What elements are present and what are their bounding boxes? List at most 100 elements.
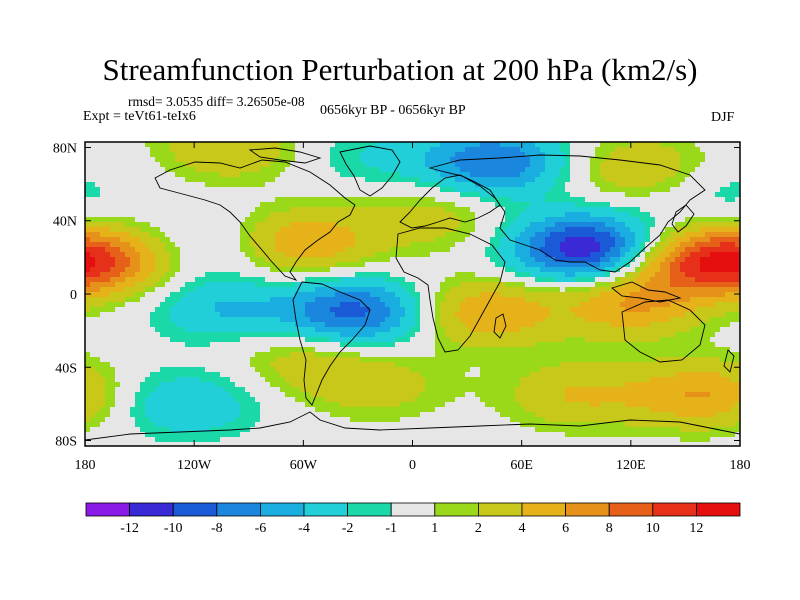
field-cell bbox=[165, 287, 171, 293]
field-cell bbox=[710, 212, 716, 218]
field-cell bbox=[485, 202, 491, 208]
field-cell bbox=[455, 202, 461, 208]
field-cell bbox=[610, 272, 616, 278]
field-cell bbox=[225, 142, 231, 148]
field-cell bbox=[470, 297, 476, 303]
field-cell bbox=[465, 287, 471, 293]
field-cell bbox=[280, 312, 286, 318]
field-cell bbox=[400, 257, 406, 263]
field-cell bbox=[710, 187, 716, 193]
field-cell bbox=[610, 267, 616, 273]
field-cell bbox=[485, 192, 491, 198]
field-cell bbox=[225, 172, 231, 178]
field-cell bbox=[120, 222, 126, 228]
field-cell bbox=[730, 202, 736, 208]
field-cell bbox=[730, 237, 736, 243]
field-cell bbox=[365, 172, 371, 178]
field-cell bbox=[600, 167, 606, 173]
field-cell bbox=[620, 257, 626, 263]
field-cell bbox=[355, 267, 361, 273]
field-cell bbox=[465, 217, 471, 223]
field-cell bbox=[715, 167, 721, 173]
field-cell bbox=[545, 307, 551, 313]
field-cell bbox=[515, 192, 521, 198]
field-cell bbox=[450, 237, 456, 243]
field-cell bbox=[545, 272, 551, 278]
field-cell bbox=[500, 247, 506, 253]
field-cell bbox=[410, 237, 416, 243]
field-cell bbox=[705, 202, 711, 208]
field-cell bbox=[230, 247, 236, 253]
field-cell bbox=[200, 142, 206, 148]
field-cell bbox=[205, 177, 211, 183]
field-cell bbox=[555, 237, 561, 243]
field-cell bbox=[220, 162, 226, 168]
field-cell bbox=[635, 167, 641, 173]
field-cell bbox=[135, 202, 141, 208]
field-cell bbox=[300, 282, 306, 288]
field-cell bbox=[260, 287, 266, 293]
field-cell bbox=[250, 242, 256, 248]
field-cell bbox=[645, 217, 651, 223]
field-cell bbox=[205, 212, 211, 218]
field-cell bbox=[315, 267, 321, 273]
field-cell bbox=[100, 147, 106, 153]
field-cell bbox=[535, 247, 541, 253]
field-cell bbox=[360, 182, 366, 188]
field-cell bbox=[200, 222, 206, 228]
field-cell bbox=[340, 237, 346, 243]
field-cell bbox=[225, 227, 231, 233]
field-cell bbox=[325, 157, 331, 163]
field-cell bbox=[190, 172, 196, 178]
field-cell bbox=[180, 157, 186, 163]
field-cell bbox=[505, 307, 511, 313]
field-cell bbox=[90, 167, 96, 173]
field-cell bbox=[235, 227, 241, 233]
field-cell bbox=[175, 317, 181, 323]
field-cell bbox=[310, 182, 316, 188]
field-cell bbox=[340, 207, 346, 213]
field-cell bbox=[525, 167, 531, 173]
field-cell bbox=[370, 252, 376, 258]
field-cell bbox=[415, 287, 421, 293]
field-cell bbox=[485, 142, 491, 148]
field-cell bbox=[85, 317, 91, 323]
field-cell bbox=[640, 177, 646, 183]
field-cell bbox=[620, 197, 626, 203]
field-cell bbox=[145, 227, 151, 233]
field-cell bbox=[685, 282, 691, 288]
field-cell bbox=[350, 217, 356, 223]
field-cell bbox=[430, 197, 436, 203]
field-cell bbox=[590, 162, 596, 168]
field-cell bbox=[400, 212, 406, 218]
field-cell bbox=[605, 277, 611, 283]
field-cell bbox=[255, 262, 261, 268]
field-cell bbox=[155, 297, 161, 303]
field-cell bbox=[600, 157, 606, 163]
field-cell bbox=[195, 322, 201, 328]
field-cell bbox=[625, 222, 631, 228]
field-cell bbox=[400, 282, 406, 288]
field-cell bbox=[180, 207, 186, 213]
field-cell bbox=[185, 272, 191, 278]
field-cell bbox=[730, 242, 736, 248]
stats-label: rmsd= 3.0535 diff= 3.26505e-08 bbox=[128, 94, 305, 109]
field-cell bbox=[85, 322, 91, 328]
field-cell bbox=[250, 167, 256, 173]
field-cell bbox=[690, 147, 696, 153]
field-cell bbox=[450, 157, 456, 163]
field-cell bbox=[210, 152, 216, 158]
field-cell bbox=[275, 272, 281, 278]
field-cell bbox=[645, 182, 651, 188]
field-cell bbox=[490, 157, 496, 163]
field-cell bbox=[615, 312, 621, 318]
field-cell bbox=[590, 207, 596, 213]
field-cell bbox=[405, 162, 411, 168]
field-cell bbox=[185, 262, 191, 268]
field-cell bbox=[705, 302, 711, 308]
field-cell bbox=[160, 262, 166, 268]
field-cell bbox=[435, 252, 441, 258]
field-cell bbox=[110, 237, 116, 243]
field-cell bbox=[275, 227, 281, 233]
field-cell bbox=[215, 197, 221, 203]
